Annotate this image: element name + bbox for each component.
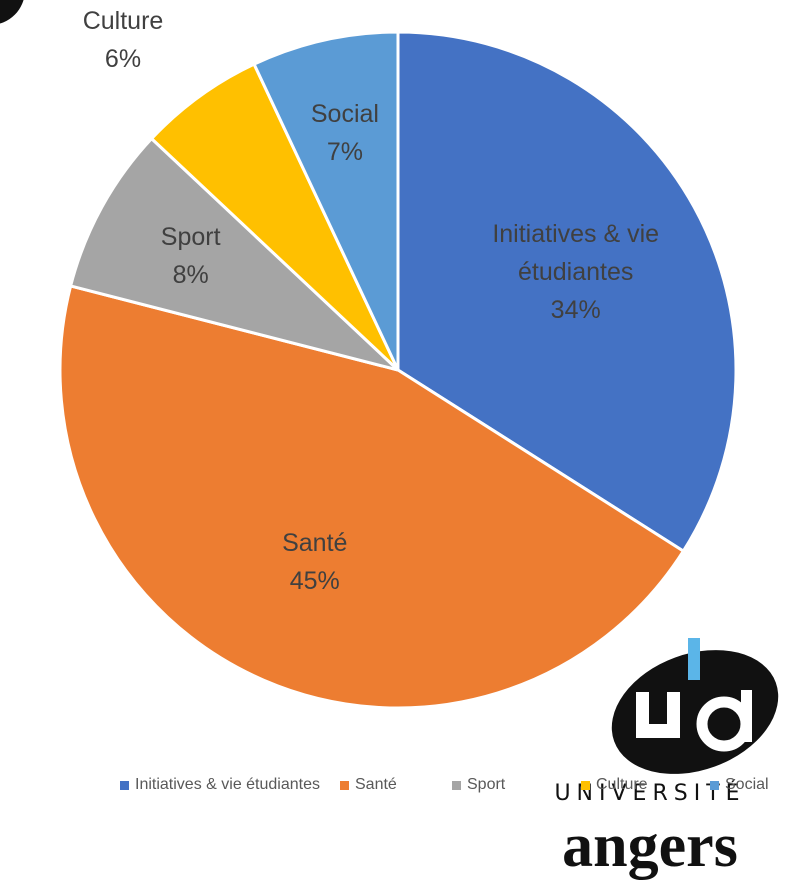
legend-item: Culture [581,776,648,794]
label-value: 8% [172,261,209,290]
legend-swatch [452,780,461,790]
pie-slice [252,30,400,371]
data-label: Social 7% [225,95,465,171]
corner-shape [0,0,24,24]
data-label: Santé 45% [195,524,435,600]
pie-slice [149,62,400,372]
legend-label: Social [725,776,769,793]
label-value: 6% [104,45,142,73]
logo-u-gap [649,692,667,724]
label-category: Sport [160,223,221,252]
data-label: Sport 8% [71,218,311,294]
legend-swatch [340,780,349,790]
label-value: 34% [550,296,601,325]
data-label: Culture 6% [3,2,243,78]
label-category: Santé [282,529,348,558]
legend-item: Social [710,776,769,794]
label-value: 7% [326,137,363,166]
pie-slice [68,136,400,372]
pie-slice [396,30,738,554]
legend-label: Santé [355,776,397,793]
legend-item: Sport [452,776,505,794]
logo-bar [688,638,700,680]
legend-label: Culture [596,776,648,793]
legend-label: Sport [467,776,506,793]
label-category: Initiatives & vie étudiantes [492,220,660,287]
logo: universitéangers [554,638,779,880]
pie-slice [58,284,686,710]
logo-a-stem [741,690,752,742]
legend-item: Initiatives & vie étudiantes [120,776,320,794]
label-category: Culture [82,7,164,35]
legend-swatch [120,780,129,790]
label-value: 45% [289,567,340,596]
legend-swatch [710,780,719,790]
data-label: Initiatives & vie étudiantes 34% [456,215,696,329]
logo-line2: angers [562,812,738,880]
legend-label: Initiatives & vie étudiantes [135,776,320,793]
legend-item: Santé [340,776,397,794]
legend-swatch [581,780,590,790]
label-category: Social [310,99,379,128]
